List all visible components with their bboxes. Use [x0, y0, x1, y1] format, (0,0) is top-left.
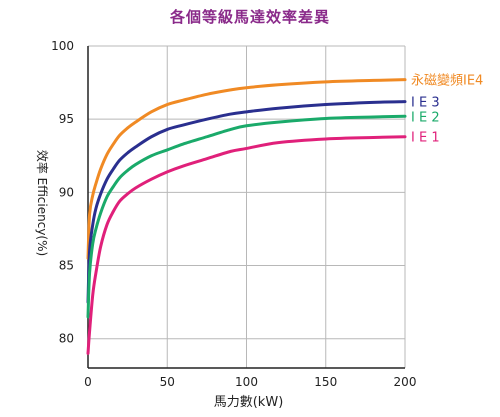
chart-title: 各個等級馬達效率差異: [169, 8, 330, 26]
y-tick-label: 80: [59, 332, 74, 346]
series-line-3: [86, 135, 407, 355]
series-label-1: I E 3: [411, 96, 440, 111]
x-axis-title: 馬力數(kW): [214, 395, 284, 410]
series-line-0: [86, 78, 407, 260]
series-line-1: [86, 100, 407, 304]
x-tick-label: 0: [84, 375, 92, 389]
x-tick-label: 150: [314, 375, 337, 389]
y-axis-title: 效率 Efficiency(%): [35, 150, 50, 256]
series-label-0: 永磁變頻IE4: [411, 73, 483, 89]
x-tick-label: 200: [394, 375, 417, 389]
y-tick-label: 85: [59, 259, 74, 273]
y-tick-label: 100: [51, 39, 74, 53]
x-tick-label: 100: [235, 375, 258, 389]
series-label-2: I E 2: [411, 110, 440, 125]
x-tick-label: 50: [160, 375, 175, 389]
series-label-3: I E 1: [411, 131, 440, 146]
y-tick-label: 95: [59, 112, 74, 126]
series-line-2: [86, 114, 407, 319]
y-tick-label: 90: [59, 185, 74, 199]
